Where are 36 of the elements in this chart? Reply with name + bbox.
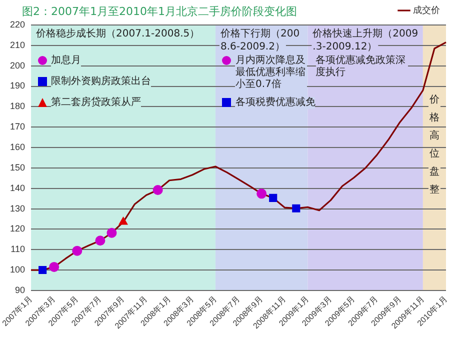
y-tick-label: 130 xyxy=(10,203,26,214)
legend-label: 月内两次降息及最低优惠利率缩小至0.7倍 xyxy=(235,55,308,91)
y-tick-label: 120 xyxy=(10,224,26,234)
point xyxy=(49,262,60,272)
band-label: 价格下行期（2008.6-2009.2） xyxy=(219,28,300,53)
y-tick-label: 200 xyxy=(10,60,26,70)
legend-label: 第二套房贷政策从严 xyxy=(51,97,142,109)
y-tick-label: 160 xyxy=(10,142,26,152)
y-tick-label: 190 xyxy=(10,80,26,91)
annotation: 各项优惠减免政策深度执行 xyxy=(316,55,408,79)
y-tick-label: 170 xyxy=(10,122,26,132)
legend-label: 加息月 xyxy=(51,55,82,67)
y-tick-label: 220 xyxy=(10,19,26,30)
chart-title: 图2：2007年1月至2010年1月北京二手房价阶段变化图 xyxy=(22,4,297,19)
legend-label: 限制外资购房政策出台 xyxy=(51,76,152,88)
point xyxy=(95,236,106,246)
point xyxy=(106,228,117,238)
y-tick-label: 210 xyxy=(10,40,26,50)
band-label: 价格快速上升期（2009.3-2009.12） xyxy=(312,28,418,53)
y-tick-label: 100 xyxy=(10,264,26,275)
point xyxy=(152,184,163,195)
band-label: 价格稳步成长期（2007.1-2008.5） xyxy=(35,28,200,40)
y-tick-label: 140 xyxy=(10,182,26,193)
y-tick-label: 110 xyxy=(10,244,26,254)
point xyxy=(269,194,278,202)
y-tick-label: 180 xyxy=(10,101,26,112)
y-tick-label: 90 xyxy=(15,284,26,295)
y-tick-label: 150 xyxy=(10,162,26,172)
point xyxy=(256,188,267,199)
point xyxy=(38,266,47,274)
band-label: 价格高位盘整 xyxy=(428,94,440,196)
legend-label: 各项税费优惠减免 xyxy=(235,97,316,109)
point xyxy=(72,246,82,256)
point xyxy=(292,204,300,212)
legend-label: 成交价 xyxy=(413,4,440,15)
point xyxy=(118,217,128,225)
